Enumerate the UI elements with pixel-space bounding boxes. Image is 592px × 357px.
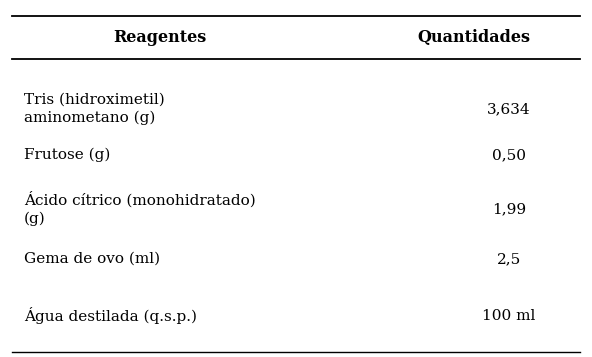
Text: 0,50: 0,50	[492, 148, 526, 162]
Text: Quantidades: Quantidades	[417, 29, 530, 46]
Text: Reagentes: Reagentes	[113, 29, 207, 46]
Text: Tris (hidroximetil)
aminometano (g): Tris (hidroximetil) aminometano (g)	[24, 93, 165, 125]
Text: Gema de ovo (ml): Gema de ovo (ml)	[24, 252, 160, 266]
Text: Água destilada (q.s.p.): Água destilada (q.s.p.)	[24, 307, 197, 325]
Text: Frutose (g): Frutose (g)	[24, 148, 110, 162]
Text: 1,99: 1,99	[492, 202, 526, 216]
Text: 3,634: 3,634	[487, 102, 531, 116]
Text: Ácido cítrico (monohidratado)
(g): Ácido cítrico (monohidratado) (g)	[24, 191, 255, 226]
Text: 100 ml: 100 ml	[482, 309, 536, 323]
Text: 2,5: 2,5	[497, 252, 521, 266]
